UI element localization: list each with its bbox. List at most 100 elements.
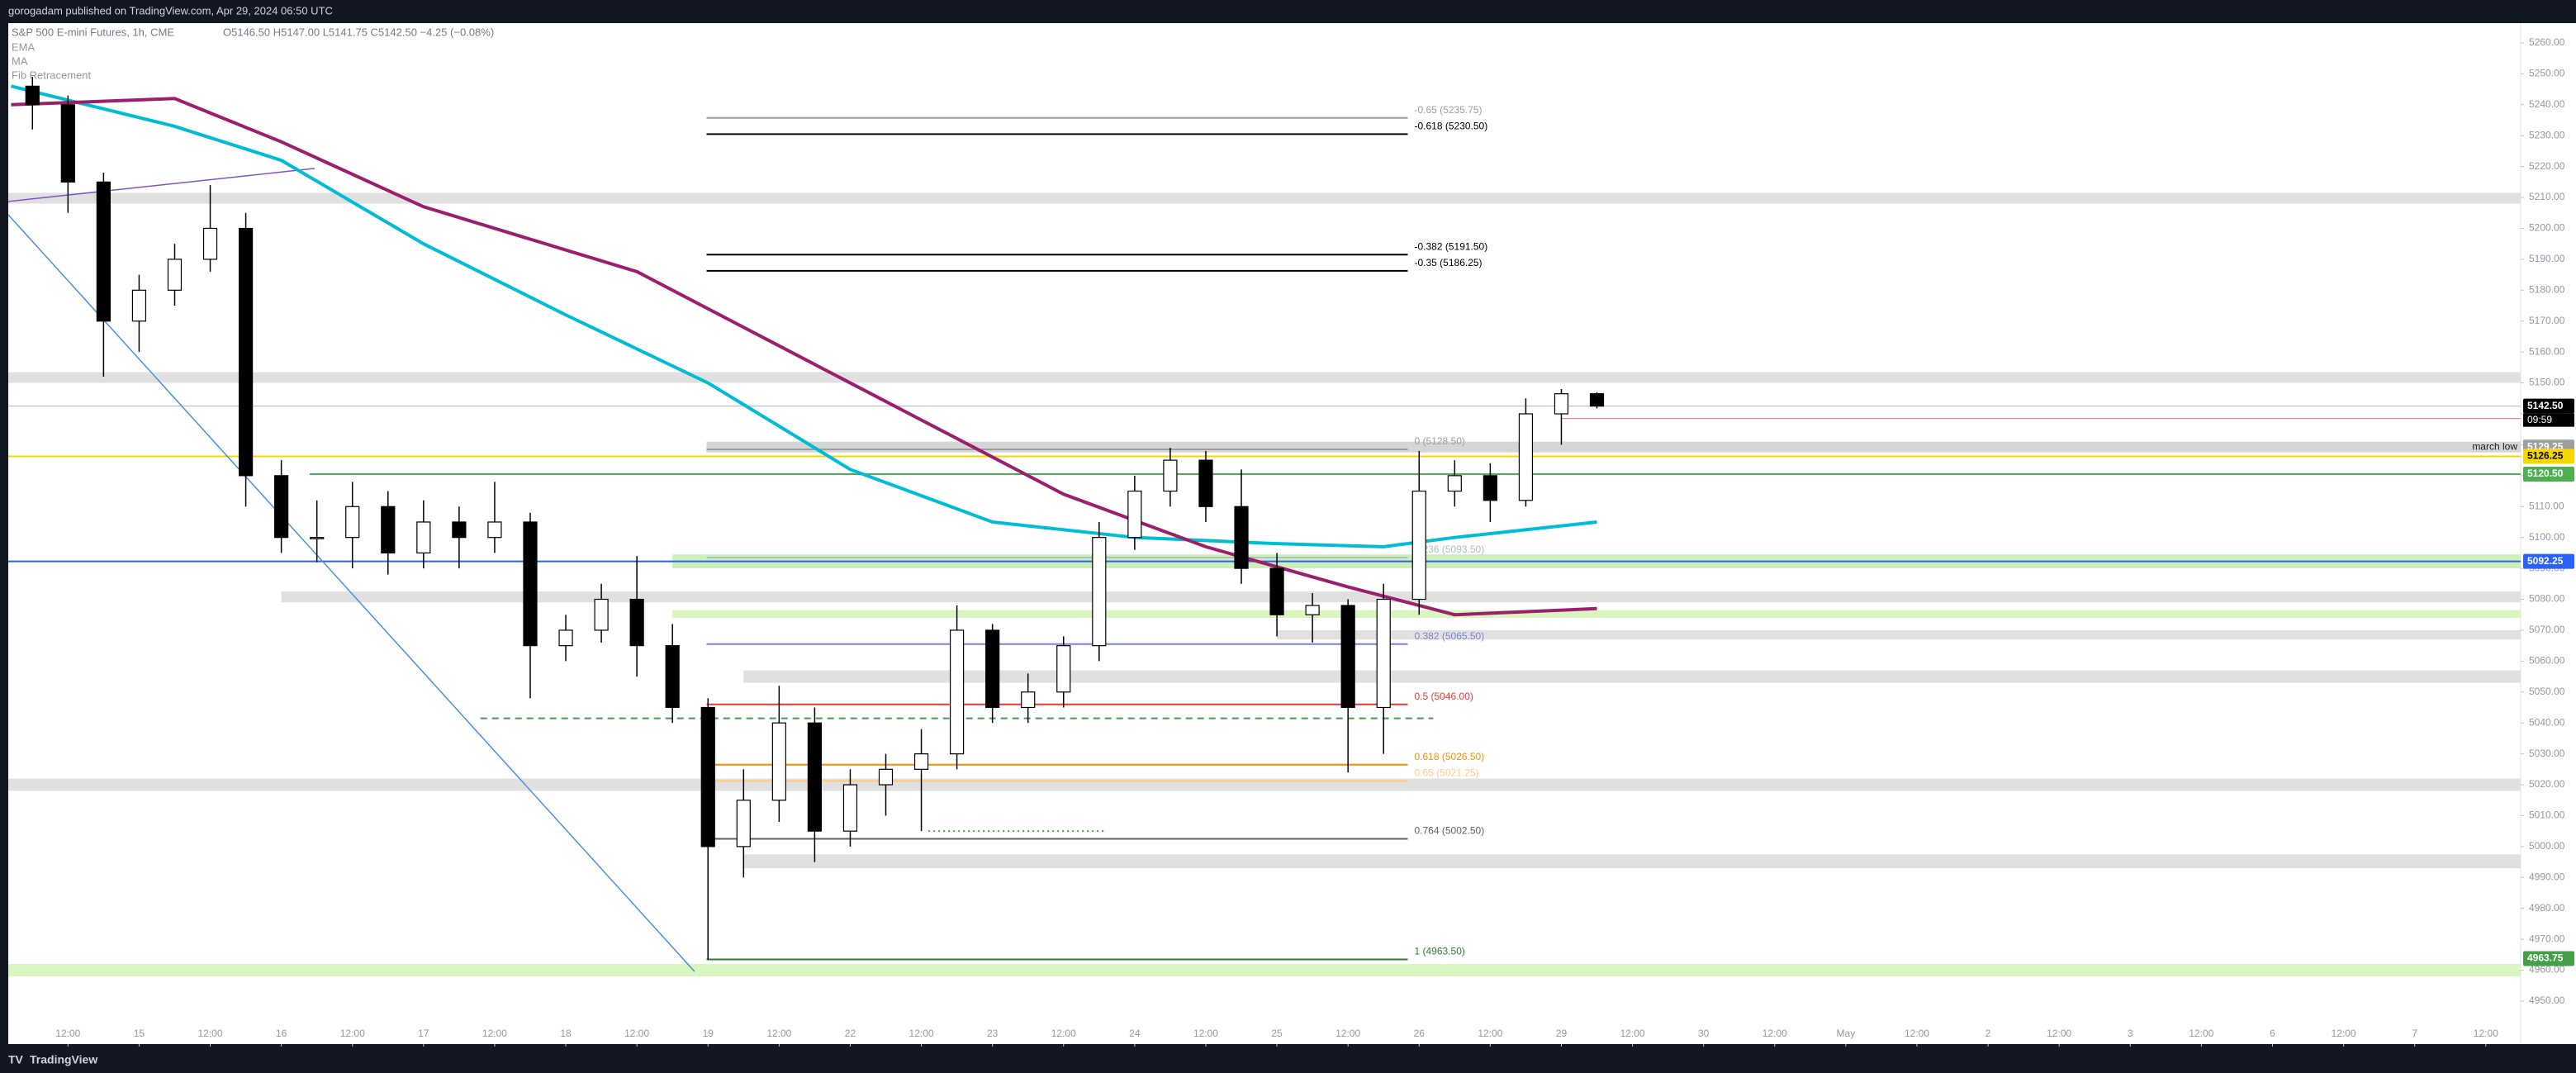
x-tick-label: 12:00 bbox=[1051, 1028, 1076, 1039]
zone bbox=[8, 778, 2521, 791]
price-badge bbox=[2523, 951, 2574, 966]
candle-body bbox=[665, 645, 680, 709]
candle-body bbox=[523, 521, 538, 647]
zone bbox=[8, 964, 2521, 977]
y-tick-label: 5110.00 bbox=[2529, 500, 2564, 511]
y-tick-label: 4950.00 bbox=[2529, 995, 2565, 1006]
candle-body bbox=[985, 629, 1000, 709]
x-tick-label: 12:00 bbox=[1762, 1028, 1787, 1039]
x-tick-label: 25 bbox=[1271, 1028, 1283, 1039]
candle-body bbox=[1269, 567, 1284, 615]
zone bbox=[281, 591, 2521, 603]
y-tick-label: 5000.00 bbox=[2529, 840, 2565, 852]
candle-body bbox=[487, 521, 502, 539]
x-tick-label: 6 bbox=[2270, 1028, 2275, 1039]
x-tick-label: 18 bbox=[560, 1028, 572, 1039]
x-tick-label: 15 bbox=[134, 1028, 145, 1039]
x-tick-label: 7 bbox=[2412, 1028, 2417, 1039]
candle-body bbox=[558, 629, 573, 647]
legend-item: Fib Retracement bbox=[12, 69, 91, 81]
price-badge bbox=[2523, 466, 2574, 482]
y-tick-label: 4990.00 bbox=[2529, 871, 2565, 882]
candle-body bbox=[310, 537, 325, 539]
y-tick-label: 5210.00 bbox=[2529, 191, 2565, 202]
price-axis bbox=[2521, 23, 2576, 1044]
x-tick-label: 23 bbox=[987, 1028, 999, 1039]
x-tick-label: 12:00 bbox=[2189, 1028, 2213, 1039]
price-badge-label: 5120.50 bbox=[2527, 468, 2564, 479]
x-tick-label: May bbox=[1837, 1028, 1856, 1039]
price-badge bbox=[2523, 449, 2574, 464]
zone bbox=[743, 670, 2521, 683]
x-tick-label: 17 bbox=[418, 1028, 429, 1039]
candle-body bbox=[381, 506, 396, 553]
fib-label: 1 (4963.50) bbox=[1414, 946, 1464, 957]
y-tick-label: 4970.00 bbox=[2529, 933, 2565, 944]
fib-label: -0.35 (5186.25) bbox=[1414, 257, 1482, 268]
y-tick-label: 5060.00 bbox=[2529, 655, 2565, 667]
price-badge bbox=[2523, 553, 2574, 569]
candle-body bbox=[736, 800, 751, 847]
y-tick-label: 5150.00 bbox=[2529, 377, 2565, 388]
candle-body bbox=[1021, 691, 1036, 709]
candle-body bbox=[452, 521, 467, 539]
candle-body bbox=[274, 475, 289, 539]
x-tick-label: 12:00 bbox=[2047, 1028, 2071, 1039]
x-tick-label: 16 bbox=[276, 1028, 287, 1039]
y-tick-label: 4960.00 bbox=[2529, 964, 2565, 976]
candle-body bbox=[238, 227, 254, 477]
x-tick-label: 12:00 bbox=[1193, 1028, 1218, 1039]
fib-label: 0.382 (5065.50) bbox=[1414, 630, 1484, 642]
price-badge bbox=[2523, 398, 2574, 414]
fib-label: 0.764 (5002.50) bbox=[1414, 825, 1484, 837]
fib-label: -0.65 (5235.75) bbox=[1414, 104, 1482, 116]
fib-label: 0.236 (5093.50) bbox=[1414, 544, 1484, 555]
y-tick-label: 5080.00 bbox=[2529, 593, 2565, 605]
brand-logo: TV bbox=[8, 1053, 24, 1066]
candle-body bbox=[167, 259, 183, 291]
overlay: S&P 500 E-mini Futures, 1h, CME O5146.50 … bbox=[12, 26, 2574, 1047]
countdown-badge bbox=[2523, 413, 2574, 427]
y-tick-label: 5020.00 bbox=[2529, 778, 2565, 790]
candle-body bbox=[771, 722, 786, 801]
x-tick-label: 24 bbox=[1129, 1028, 1141, 1039]
candle-body bbox=[1127, 490, 1142, 539]
fib-label: -0.382 (5191.50) bbox=[1414, 240, 1487, 252]
trendline bbox=[8, 168, 315, 202]
brand: TradingView bbox=[30, 1053, 97, 1066]
x-tick-label: 12:00 bbox=[1478, 1028, 1502, 1039]
candle-body bbox=[913, 753, 929, 770]
candle-body bbox=[416, 521, 431, 553]
indicator-line bbox=[11, 97, 1597, 617]
x-tick-label: 12:00 bbox=[1620, 1028, 1645, 1039]
x-tick-label: 12:00 bbox=[340, 1028, 365, 1039]
candle-body bbox=[1376, 598, 1391, 709]
candle-body bbox=[1163, 459, 1178, 492]
x-tick-label: 12:00 bbox=[198, 1028, 223, 1039]
x-tick-label: 22 bbox=[845, 1028, 856, 1039]
candle-body bbox=[1056, 645, 1071, 693]
header-text: gorogadam published on TradingView.com, … bbox=[8, 4, 333, 17]
candle-body bbox=[1305, 605, 1320, 615]
y-tick-label: 5260.00 bbox=[2529, 36, 2565, 48]
x-tick-label: 12:00 bbox=[624, 1028, 649, 1039]
y-tick-label: 5160.00 bbox=[2529, 345, 2565, 357]
candle-body bbox=[1447, 475, 1462, 492]
candle-body bbox=[60, 104, 75, 183]
y-tick-label: 5070.00 bbox=[2529, 624, 2565, 635]
plot: -0.65 (5235.75) -0.618 (5230.50) -0.382 (5… bbox=[8, 77, 2521, 977]
x-tick-label: 12:00 bbox=[766, 1028, 791, 1039]
y-tick-label: 5010.00 bbox=[2529, 809, 2565, 821]
fib-label: 0.618 (5026.50) bbox=[1414, 751, 1484, 762]
candle-body bbox=[950, 629, 965, 755]
candle-body bbox=[629, 598, 644, 647]
y-tick-label: 5240.00 bbox=[2529, 98, 2565, 110]
candle-body bbox=[1198, 459, 1213, 507]
zone bbox=[1277, 629, 2521, 640]
countdown: 09:59 bbox=[2527, 414, 2552, 425]
candle-body bbox=[700, 706, 715, 847]
legend-item: EMA bbox=[12, 40, 36, 53]
legend-title: S&P 500 E-mini Futures, 1h, CME bbox=[12, 26, 174, 38]
x-tick-label: 2 bbox=[1985, 1028, 1991, 1039]
